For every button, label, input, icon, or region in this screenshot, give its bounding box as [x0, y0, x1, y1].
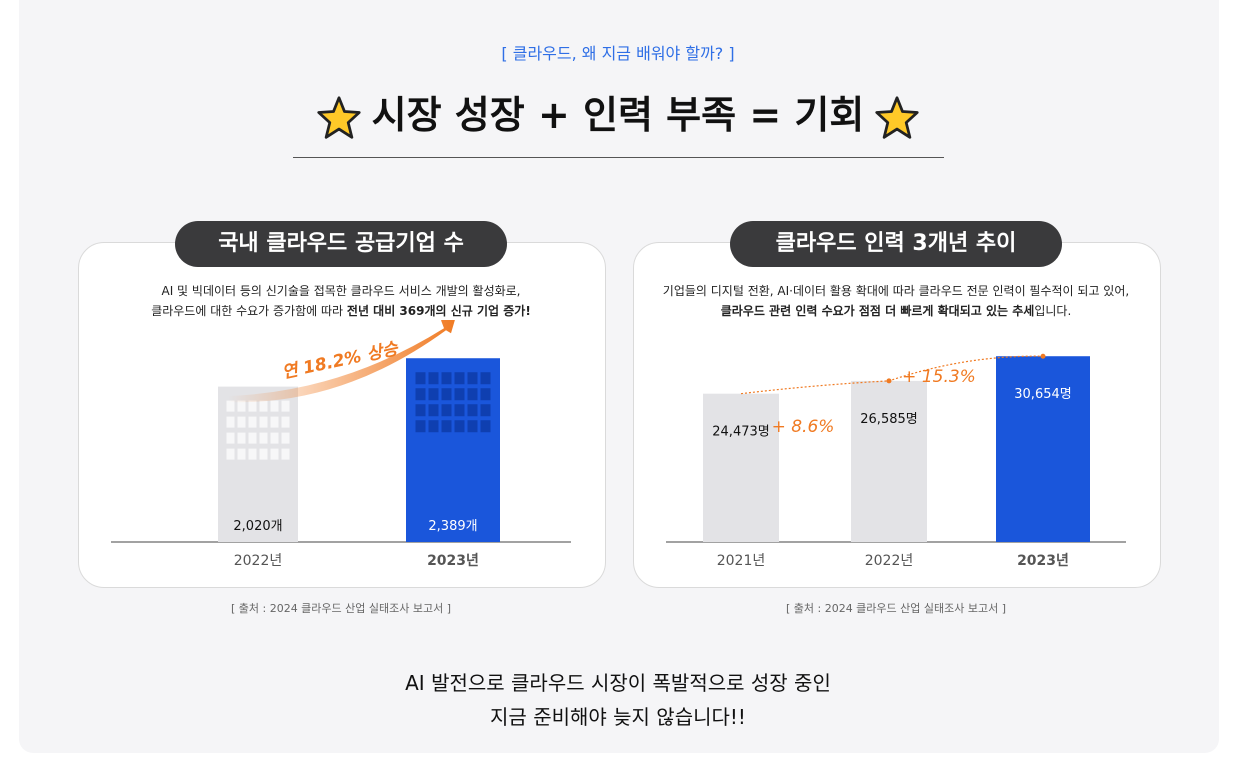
- bar-value-label: 2,020개: [233, 519, 282, 534]
- workforce-bar-chart: 24,473명 2021년 26,585명 2022년 30,654명 2023년 + 8.…: [666, 353, 1126, 569]
- workforce-desc-line2: 클라우드 관련 인력 수요가 점점 더 빠르게 확대되고 있는 추세입니다.: [633, 301, 1159, 321]
- supplier-desc-bold: 전년 대비 369개의 신규 기업 증가!: [346, 304, 531, 318]
- x-tick-label: 2021년: [717, 553, 766, 569]
- workforce-card-description: 기업들의 디지털 전환, AI·데이터 활용 확대에 따라 클라우드 전문 인력…: [633, 281, 1159, 321]
- bar-value-label: 30,654명: [1014, 387, 1071, 402]
- growth-label: + 15.3%: [902, 367, 976, 387]
- closing-line1: AI 발전으로 클라우드 시장이 폭발적으로 성장 중인: [405, 671, 831, 695]
- x-tick-label: 2022년: [865, 553, 914, 569]
- page-title-text: 시장 성장 + 인력 부족 = 기회: [371, 93, 865, 137]
- supplier-desc-plain: 클라우드에 대한 수요가 증가함에 따라: [151, 304, 347, 318]
- supplier-card-title: 국내 클라우드 공급기업 수: [175, 221, 507, 267]
- workforce-desc-line1: 기업들의 디지털 전환, AI·데이터 활용 확대에 따라 클라우드 전문 인력…: [662, 284, 1130, 298]
- workforce-desc-plain: 입니다.: [1034, 304, 1072, 318]
- supplier-source: [ 출처 : 2024 클라우드 산업 실태조사 보고서 ]: [230, 602, 452, 615]
- x-tick-label: 2023년: [427, 553, 479, 569]
- supplier-count-card: [78, 242, 606, 588]
- bar-value-label: 2,389개: [428, 519, 477, 534]
- workforce-source: [ 출처 : 2024 클라우드 산업 실태조사 보고서 ]: [785, 602, 1007, 615]
- building-windows: [226, 400, 290, 460]
- section-kicker: [ 클라우드, 왜 지금 배워야 할까? ]: [501, 44, 735, 63]
- star-icon: [875, 95, 919, 139]
- bar-2023년: [406, 358, 500, 542]
- supplier-bar-chart: 2,020개 2022년 2,389개 2023년 연 18.2% 상승: [111, 320, 571, 569]
- trend-point: [886, 378, 892, 384]
- bar-2022년: [851, 380, 927, 542]
- star-icon: [317, 95, 361, 139]
- trend-point: [1040, 353, 1046, 359]
- bar-2022년: [218, 386, 298, 542]
- page-title: 시장 성장 + 인력 부족 = 기회: [0, 84, 1236, 141]
- bar-value-label: 26,585명: [860, 412, 917, 427]
- growth-label: + 8.6%: [772, 417, 835, 437]
- x-tick-label: 2022년: [234, 553, 283, 569]
- building-windows: [415, 372, 491, 433]
- growth-label: 연 18.2% 상승: [280, 339, 401, 383]
- x-tick-label: 2023년: [1017, 553, 1069, 569]
- supplier-card-description: AI 및 빅데이터 등의 신기술을 접목한 클라우드 서비스 개발의 활성화로,…: [78, 281, 604, 321]
- supplier-desc-line2: 클라우드에 대한 수요가 증가함에 따라 전년 대비 369개의 신규 기업 증…: [78, 301, 604, 321]
- title-divider: [293, 157, 944, 158]
- bar-value-label: 24,473명: [712, 425, 769, 440]
- bar-2021년: [703, 393, 779, 542]
- workforce-card-title: 클라우드 인력 3개년 추이: [730, 221, 1062, 267]
- closing-line2: 지금 준비해야 늦지 않습니다!!: [490, 705, 746, 729]
- workforce-desc-bold: 클라우드 관련 인력 수요가 점점 더 빠르게 확대되고 있는 추세: [720, 304, 1035, 318]
- closing-message: AI 발전으로 클라우드 시장이 폭발적으로 성장 중인 지금 준비해야 늦지 …: [0, 666, 1236, 734]
- bar-2023년: [996, 356, 1090, 542]
- supplier-desc-line1: AI 및 빅데이터 등의 신기술을 접목한 클라우드 서비스 개발의 활성화로,: [161, 284, 521, 298]
